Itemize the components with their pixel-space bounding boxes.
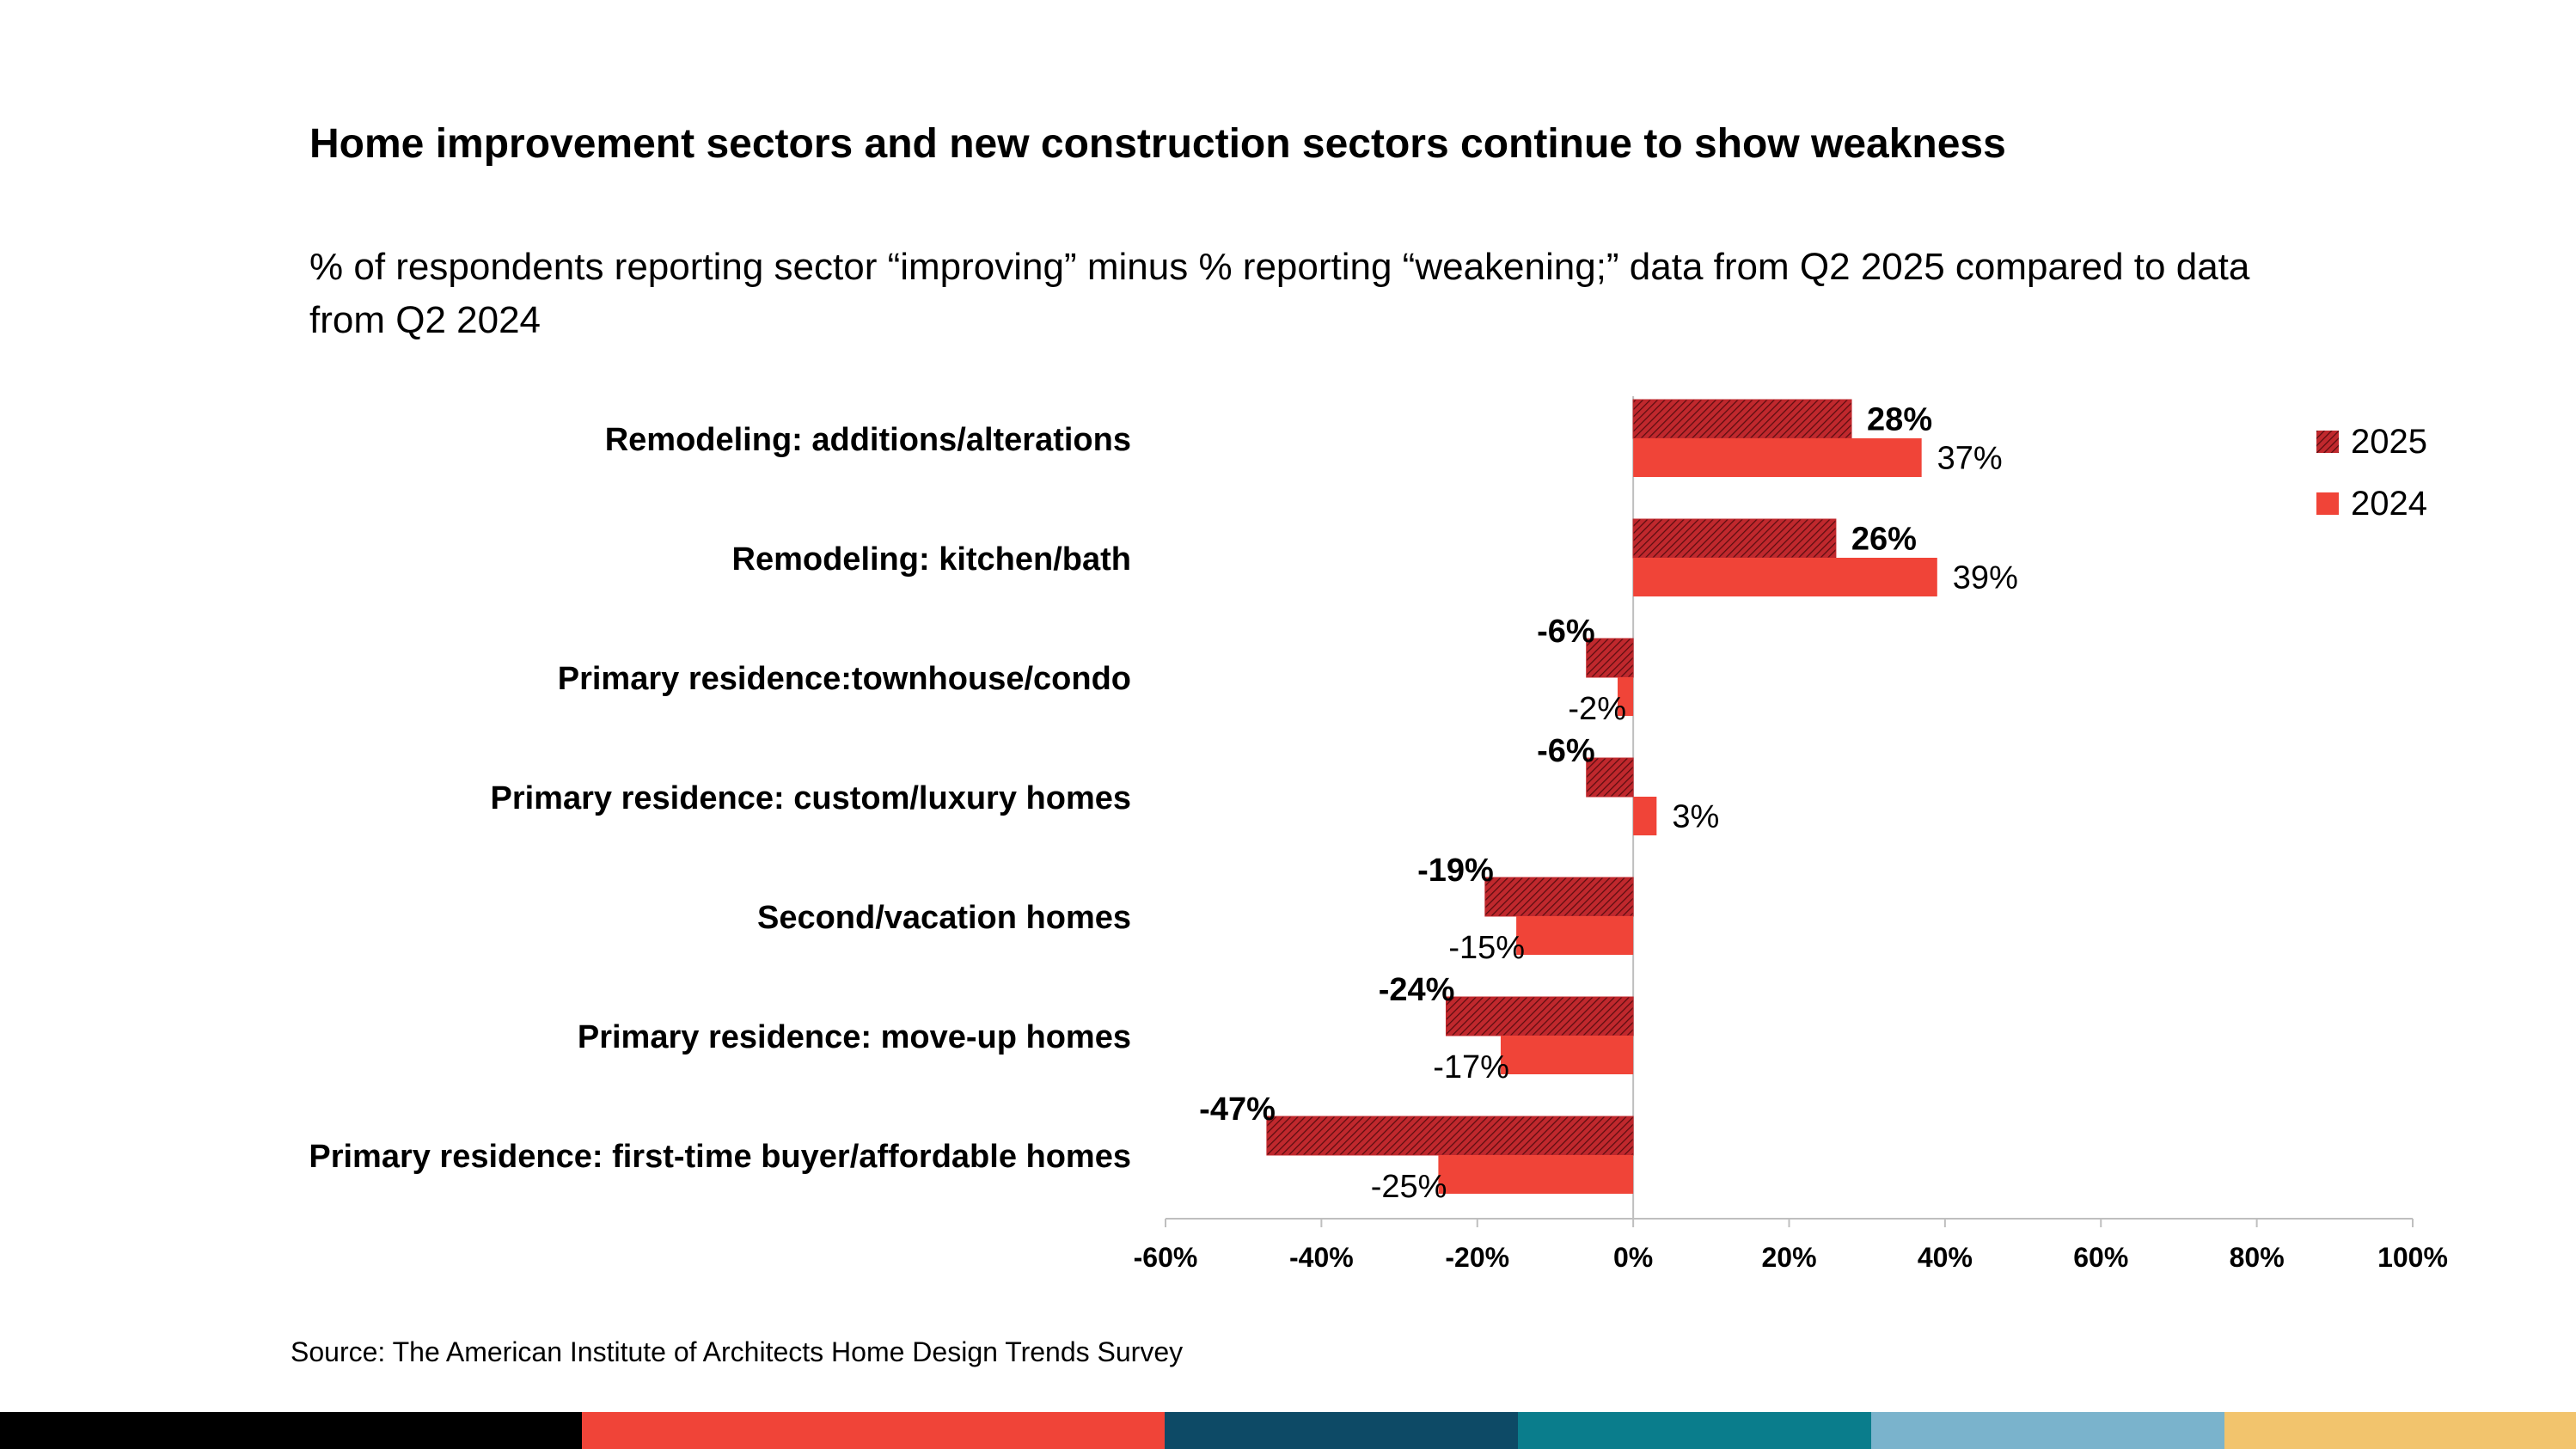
- color-block-navy: [1165, 1412, 1518, 1449]
- x-tick-label: 60%: [2073, 1242, 2128, 1273]
- bar-2025: [1586, 638, 1634, 678]
- category-label: Primary residence:townhouse/condo: [558, 661, 1131, 697]
- data-label-2024: -2%: [1568, 691, 1626, 727]
- chart-title: Home improvement sectors and new constru…: [309, 121, 2006, 167]
- color-block-red: [582, 1412, 1165, 1449]
- legend-item-2024: 2024: [2316, 473, 2427, 535]
- bar-2024: [1438, 1155, 1634, 1194]
- bar-2024: [1633, 797, 1657, 835]
- color-block-teal: [1518, 1412, 1871, 1449]
- bar-2025: [1632, 399, 1852, 439]
- bar-2025: [1266, 1116, 1634, 1156]
- chart-subtitle: % of respondents reporting sector “impro…: [309, 246, 2250, 341]
- data-label-2024: 3%: [1672, 799, 1719, 835]
- bar-2025: [1484, 877, 1634, 917]
- data-label-2025: -6%: [1537, 733, 1595, 769]
- category-label: Primary residence: move-up homes: [578, 1019, 1131, 1055]
- data-label-2025: -24%: [1379, 972, 1455, 1008]
- x-tick-label: 0%: [1613, 1242, 1653, 1273]
- data-label-2024: -17%: [1433, 1049, 1509, 1085]
- x-tick-label: 100%: [2377, 1242, 2448, 1273]
- bottom-color-bar: [0, 1412, 2576, 1449]
- category-label: Second/vacation homes: [757, 900, 1131, 936]
- color-block-black: [0, 1412, 582, 1449]
- bar-chart: -60% -40% -20% 0% 20% 40% 60% 80% 100% Remodeling…: [309, 396, 2448, 1273]
- data-label-2025: 26%: [1851, 522, 1917, 558]
- legend-label-2024: 2024: [2351, 484, 2427, 523]
- legend-item-2025: 2025: [2316, 411, 2427, 473]
- data-label-2025: -19%: [1417, 853, 1494, 889]
- bar-2025: [1445, 996, 1634, 1036]
- color-block-gold: [2224, 1412, 2576, 1449]
- bar-2024: [1617, 677, 1634, 716]
- x-tick-label: 20%: [1761, 1242, 1816, 1273]
- x-tick-label: -60%: [1134, 1242, 1198, 1273]
- bar-2025: [1632, 518, 1837, 559]
- bar-2024: [1500, 1036, 1634, 1074]
- category-label: Remodeling: additions/alterations: [605, 422, 1131, 458]
- category-label: Primary residence: first-time buyer/affo…: [309, 1139, 1131, 1175]
- data-label-2025: -6%: [1537, 614, 1595, 650]
- legend-label-2025: 2025: [2351, 422, 2427, 461]
- data-label-2024: 39%: [1953, 560, 2018, 596]
- bar-2024: [1633, 438, 1922, 477]
- x-tick-label: -20%: [1445, 1242, 1509, 1273]
- data-label-2025: -47%: [1199, 1091, 1276, 1128]
- bar-2024: [1516, 916, 1634, 955]
- legend-swatch-2025: [2316, 431, 2339, 453]
- category-label: Remodeling: kitchen/bath: [732, 541, 1131, 578]
- legend-swatch-2024: [2316, 492, 2339, 515]
- data-label-2024: 37%: [1937, 441, 2003, 477]
- category-label: Primary residence: custom/luxury homes: [490, 780, 1131, 816]
- x-tick-label: 40%: [1918, 1242, 1973, 1273]
- legend: 2025 2024: [2316, 411, 2427, 535]
- data-label-2024: -15%: [1448, 930, 1525, 966]
- data-label-2025: 28%: [1867, 402, 1932, 438]
- x-tick-label: 80%: [2230, 1242, 2285, 1273]
- color-block-light-blue: [1871, 1412, 2224, 1449]
- source-note: Source: The American Institute of Archit…: [291, 1336, 1184, 1367]
- x-tick-label: -40%: [1289, 1242, 1354, 1273]
- data-label-2024: -25%: [1371, 1169, 1447, 1205]
- plot-area: -60% -40% -20% 0% 20% 40% 60% 80% 100% Remodeling…: [309, 396, 2448, 1273]
- bar-2024: [1633, 558, 1937, 596]
- bar-2025: [1586, 757, 1634, 798]
